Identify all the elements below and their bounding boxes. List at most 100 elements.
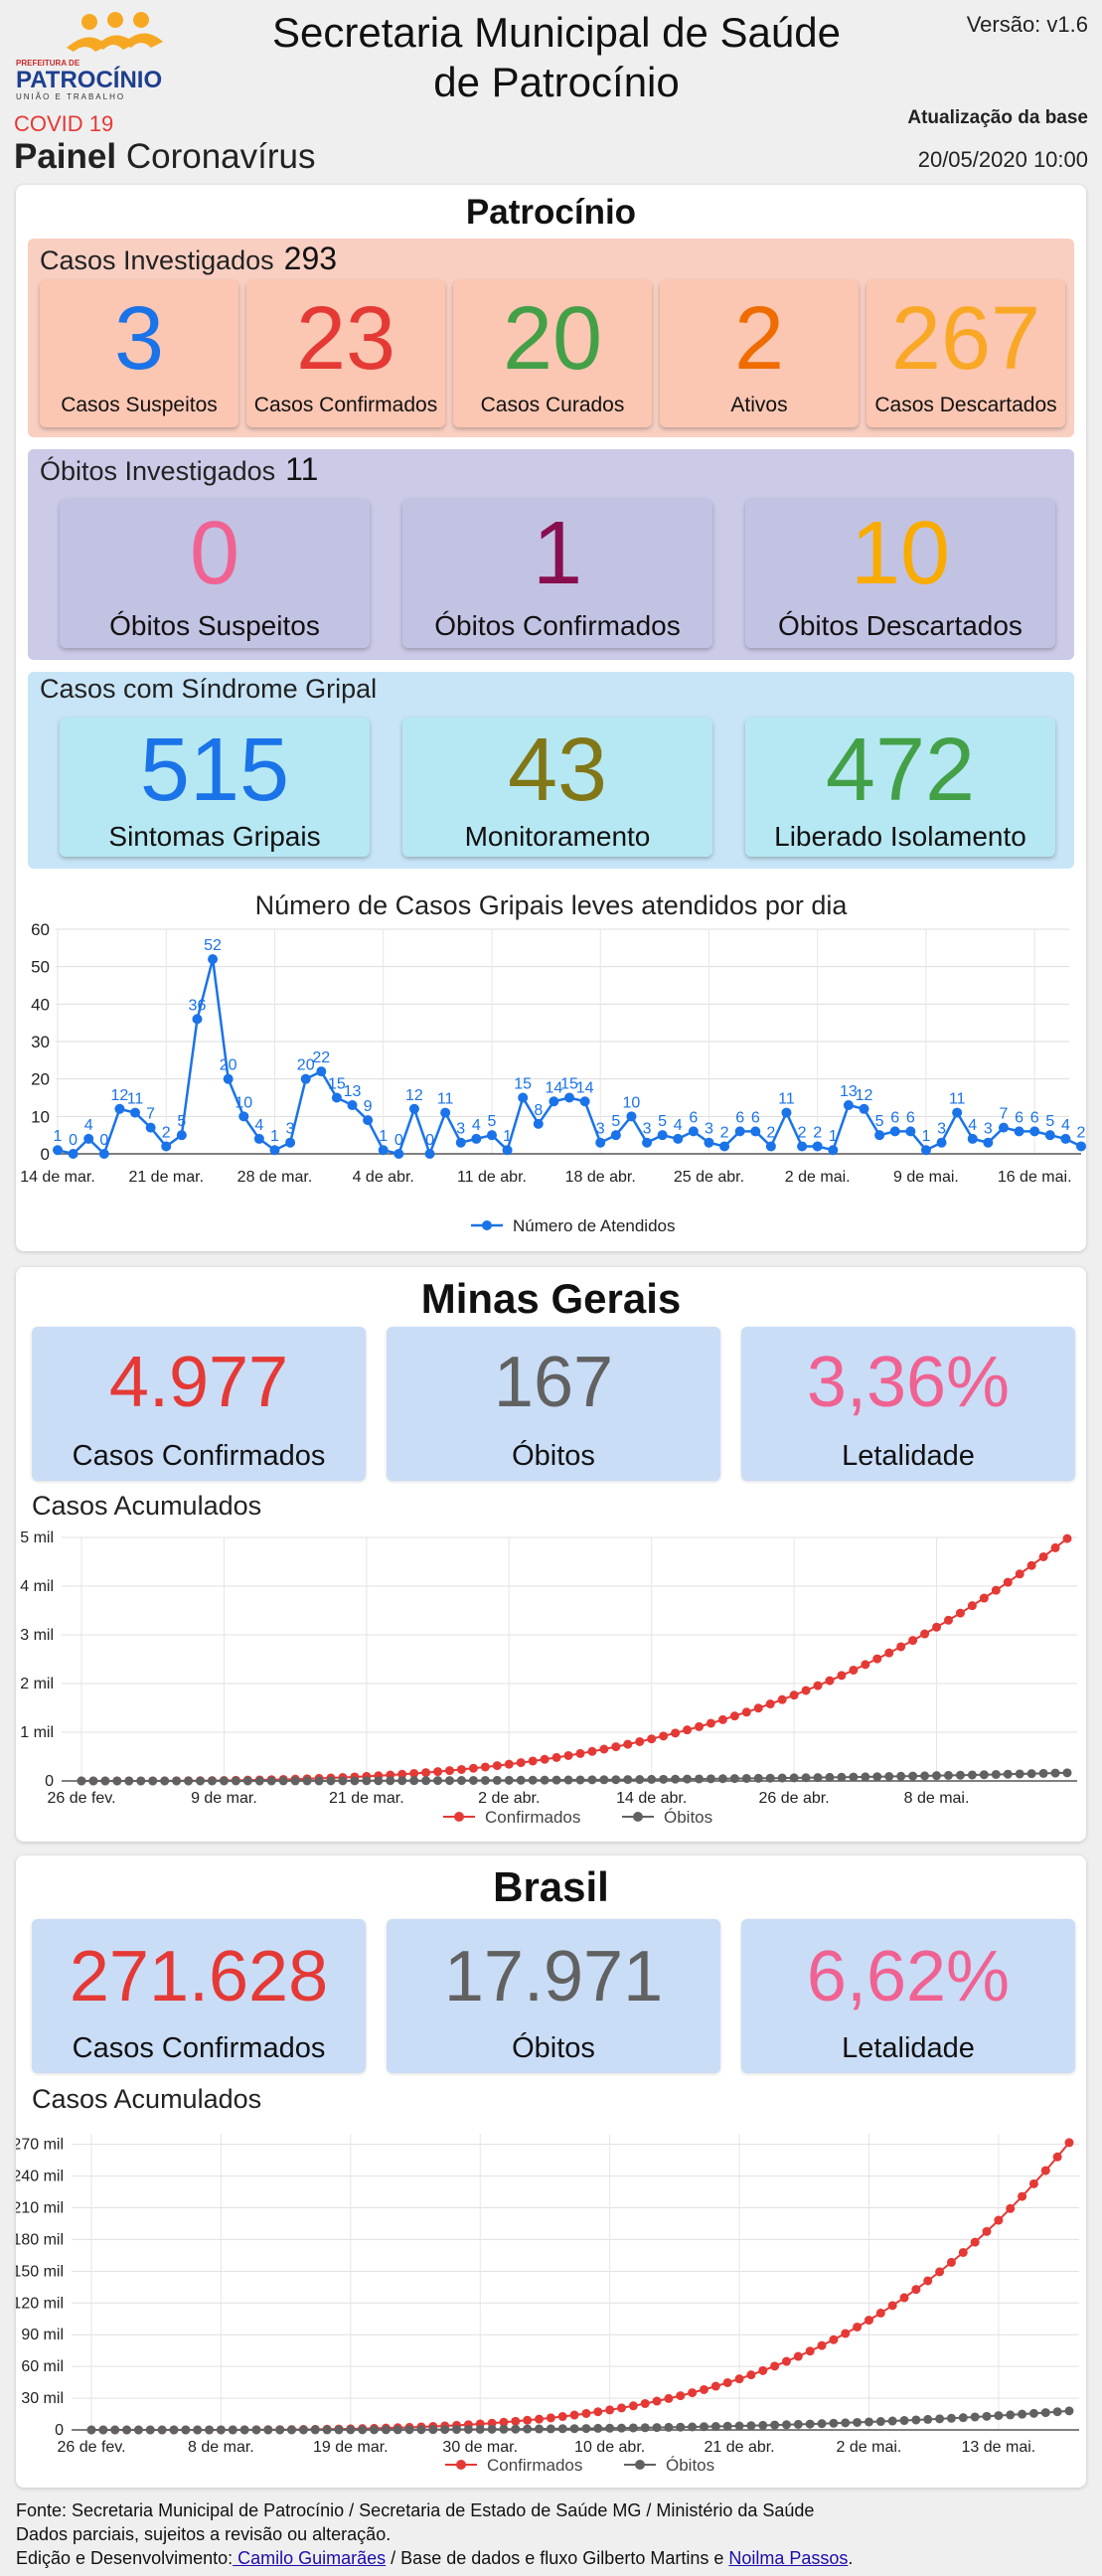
data-point — [326, 1776, 336, 1786]
data-point — [1014, 1126, 1024, 1137]
data-point — [861, 1772, 870, 1782]
data-point — [331, 1092, 342, 1103]
data-point — [53, 1145, 63, 1156]
y-tick-label: 30 — [31, 1033, 50, 1051]
data-point — [540, 1775, 550, 1785]
data-point — [853, 2322, 863, 2332]
legend-marker — [635, 2460, 645, 2470]
data-point — [722, 2421, 732, 2431]
casos-gripais-chart: Número de Casos Gripais leves atendidos … — [16, 881, 1086, 1248]
series-line-0 — [91, 2142, 1070, 2431]
y-tick-label: 2 mil — [20, 1676, 54, 1692]
gripal-card-label: Liberado Isolamento — [774, 821, 1026, 852]
minas-chart-title: Casos Acumulados — [32, 1491, 262, 1521]
data-point — [290, 1776, 300, 1786]
obitos-card-value: 10 — [850, 504, 951, 603]
data-point — [587, 1775, 597, 1785]
casos-card-value: 23 — [295, 289, 396, 389]
data-point — [314, 1776, 324, 1786]
painel-title: Painel Coronavírus — [14, 137, 316, 176]
data-point — [133, 2425, 143, 2435]
x-tick-label: 25 de abr. — [674, 1169, 744, 1186]
data-point — [1006, 2203, 1016, 2213]
data-point — [812, 1141, 823, 1152]
data-point — [611, 1775, 621, 1785]
data-point — [758, 2420, 768, 2430]
data-point — [746, 2421, 756, 2431]
minas-card-value: 4.977 — [108, 1343, 289, 1422]
data-point — [1064, 2138, 1074, 2148]
legend-label: Óbitos — [666, 2456, 714, 2475]
x-tick-label: 16 de mai. — [998, 1169, 1072, 1186]
gripal-card-value: 515 — [139, 721, 290, 820]
footer-source: Fonte: Secretaria Municipal de Patrocíni… — [16, 2500, 815, 2520]
gripal-card-value: 43 — [507, 721, 608, 820]
data-point — [683, 1774, 693, 1784]
data-point — [1003, 1769, 1013, 1779]
data-point — [557, 2412, 567, 2422]
y-tick-label: 120 mil — [16, 2295, 64, 2312]
data-point — [362, 1776, 372, 1786]
data-point — [184, 1776, 194, 1786]
data-point — [805, 2419, 815, 2429]
data-label: 1 — [829, 1128, 838, 1145]
x-tick-label: 28 de mar. — [237, 1169, 313, 1186]
svg-text:PREFEITURA DE: PREFEITURA DE — [16, 59, 80, 68]
y-tick-label: 30 mil — [21, 2390, 64, 2407]
data-point — [1064, 2406, 1074, 2416]
data-point — [112, 1776, 122, 1786]
data-point — [205, 2425, 215, 2435]
data-point — [575, 1775, 585, 1785]
data-point — [475, 2424, 485, 2434]
data-point — [750, 1126, 761, 1137]
data-point — [781, 2420, 791, 2430]
casos-card-0: 3 Casos Suspeitos — [40, 280, 238, 427]
y-tick-label: 50 — [31, 958, 50, 977]
data-point — [492, 1775, 502, 1785]
data-point — [1050, 1542, 1060, 1552]
data-point — [511, 2416, 521, 2426]
obitos-investigados-label: Óbitos Investigados 11 — [40, 451, 319, 487]
data-point — [575, 1748, 585, 1758]
data-point — [817, 2340, 827, 2350]
data-point — [394, 1149, 404, 1159]
data-point — [734, 2374, 744, 2384]
data-point — [1029, 1126, 1040, 1137]
data-point — [991, 1585, 1001, 1595]
camilo-link[interactable]: Camilo Guimarães — [233, 2548, 387, 2568]
x-tick-label: 19 de mar. — [313, 2439, 389, 2456]
x-tick-label: 18 de abr. — [565, 1169, 636, 1186]
data-point — [428, 2425, 438, 2435]
x-tick-label: 14 de abr. — [616, 1790, 687, 1807]
version-label: Versão: v1.6 — [966, 12, 1088, 37]
data-point — [358, 2425, 368, 2435]
x-tick-label: 26 de abr. — [759, 1790, 830, 1807]
data-point — [278, 1776, 288, 1786]
data-point — [647, 1734, 657, 1744]
y-tick-label: 60 mil — [21, 2358, 64, 2375]
data-point — [516, 1758, 526, 1768]
data-point — [741, 1773, 751, 1783]
data-point — [770, 2361, 780, 2371]
data-label: 12 — [111, 1087, 129, 1104]
y-tick-label: 180 mil — [16, 2231, 64, 2248]
x-tick-label: 2 de abr. — [478, 1790, 540, 1807]
data-label: 0 — [394, 1132, 403, 1149]
data-label: 4 — [674, 1117, 683, 1134]
y-tick-label: 10 — [31, 1107, 50, 1126]
data-point — [523, 2415, 533, 2425]
data-point — [533, 1118, 544, 1129]
noilma-link[interactable]: Noilma Passos — [728, 2548, 849, 2568]
data-point — [535, 2424, 545, 2434]
data-point — [628, 2423, 638, 2433]
data-point — [673, 1133, 684, 1144]
data-point — [789, 1773, 799, 1783]
data-point — [671, 1728, 681, 1738]
data-point — [161, 1141, 172, 1152]
data-point — [664, 2422, 674, 2432]
data-point — [350, 1776, 360, 1786]
patrocinio-panel: Patrocínio Casos Investigados 293 3 Casos … — [16, 185, 1086, 1251]
data-point — [628, 2401, 638, 2411]
data-label: 6 — [1015, 1109, 1023, 1126]
data-point — [408, 1103, 419, 1114]
